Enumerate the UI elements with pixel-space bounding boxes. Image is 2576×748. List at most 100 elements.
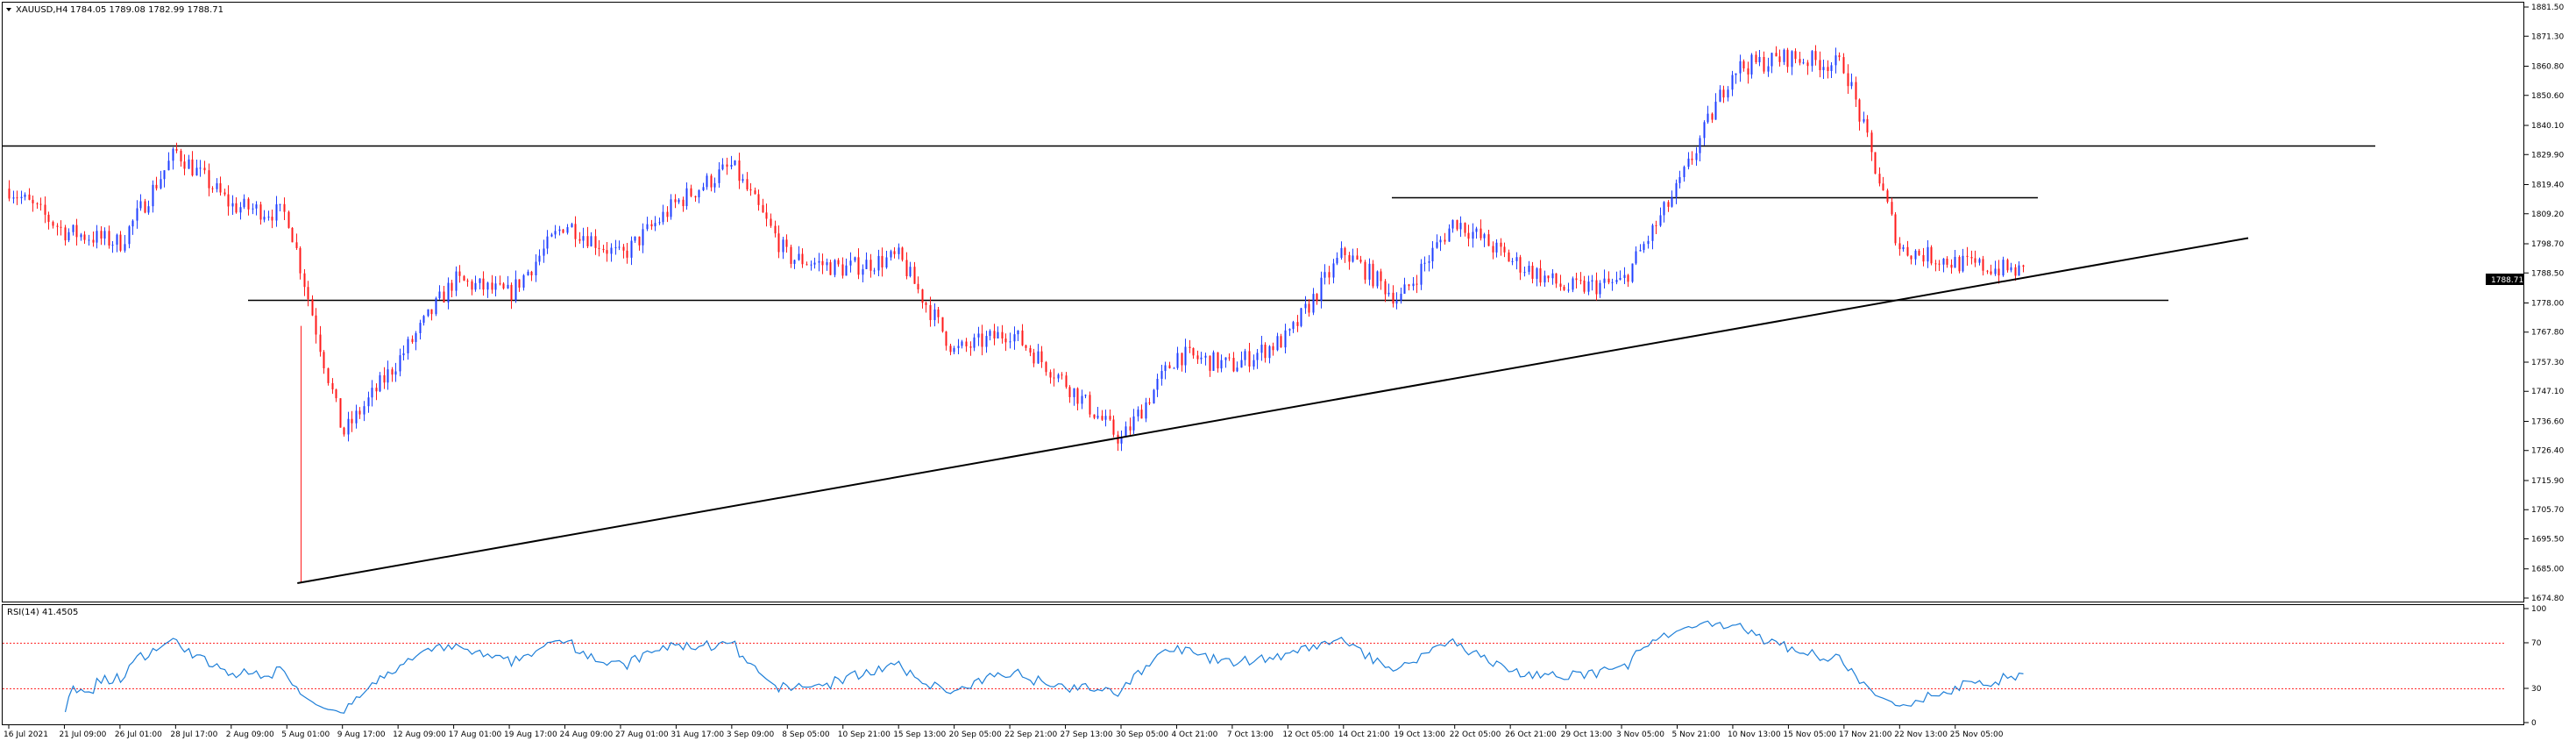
- candle-up: [1727, 89, 1729, 98]
- candle-up: [363, 406, 365, 415]
- candle-up: [1145, 402, 1147, 419]
- candle-down: [1004, 338, 1007, 343]
- candle-down: [1364, 261, 1366, 280]
- candle-down: [64, 227, 67, 241]
- candle-up: [1260, 345, 1263, 353]
- candle-down: [315, 315, 317, 335]
- time-tick-label: 27 Aug 01:00: [615, 730, 669, 739]
- candle-down: [1356, 255, 1359, 260]
- candle-up: [642, 229, 644, 246]
- candle-up: [239, 207, 242, 213]
- candle-up: [1073, 388, 1075, 397]
- candle-down: [1950, 264, 1953, 268]
- trendline-layer[interactable]: [297, 237, 2249, 585]
- candle-up: [685, 188, 688, 207]
- candle-down: [295, 242, 298, 248]
- candle-up: [977, 333, 980, 338]
- candle-up: [1439, 239, 1442, 243]
- candle-up: [1643, 244, 1645, 251]
- ascending-trendline[interactable]: [297, 237, 2249, 585]
- candle-up: [1451, 219, 1454, 229]
- candle-up: [1376, 271, 1379, 287]
- candle-down: [351, 418, 353, 424]
- candle-up: [415, 332, 417, 343]
- candle-down: [905, 260, 908, 277]
- candle-down: [1559, 283, 1562, 288]
- candle-down: [247, 198, 250, 210]
- rsi-tick-label: 30: [2531, 685, 2542, 694]
- candle-down: [303, 273, 306, 288]
- candle-up: [1017, 330, 1019, 335]
- candle-up: [522, 274, 525, 289]
- time-tick-label: 4 Oct 21:00: [1171, 730, 1217, 739]
- candle-up: [1528, 266, 1530, 273]
- candle-up: [1132, 416, 1135, 431]
- candle-up: [1511, 260, 1514, 262]
- horizontal-levels[interactable]: [3, 145, 2375, 302]
- candle-down: [1711, 113, 1714, 120]
- candle-up: [985, 336, 988, 347]
- candle-down: [626, 250, 628, 258]
- price-tick-label: 1715.90: [2531, 477, 2564, 486]
- candle-down: [92, 239, 95, 243]
- current-price-label: 1788.71: [2491, 276, 2523, 285]
- candle-down: [638, 236, 641, 246]
- candle-down: [52, 222, 54, 226]
- candle-up: [1483, 234, 1486, 239]
- candle-up: [1292, 322, 1295, 330]
- candle-up: [199, 167, 202, 169]
- candle-down: [710, 175, 713, 188]
- candle-down: [829, 262, 832, 275]
- candle-up: [139, 201, 142, 209]
- time-tick-label: 22 Oct 05:00: [1450, 730, 1501, 739]
- candle-up: [1340, 247, 1343, 258]
- candle-down: [1065, 375, 1068, 388]
- price-tick-label: 1850.60: [2531, 92, 2564, 101]
- candle-down: [1487, 234, 1490, 246]
- price-tick-label: 1685.00: [2531, 566, 2564, 574]
- time-tick-label: 19 Oct 13:00: [1394, 730, 1445, 739]
- candle-up: [255, 204, 258, 209]
- candle-down: [1033, 353, 1035, 364]
- candle-down: [191, 159, 194, 176]
- candle-up: [1176, 353, 1179, 368]
- candle-up: [1771, 53, 1773, 67]
- candle-up: [407, 338, 409, 353]
- candle-down: [1464, 223, 1466, 233]
- candle-up: [810, 264, 813, 266]
- candle-up: [1822, 67, 1825, 71]
- candle-down: [28, 194, 31, 200]
- dropdown-arrow-icon[interactable]: [6, 8, 11, 11]
- candle-down: [1855, 82, 1857, 100]
- candle-down: [227, 194, 230, 207]
- candle-down: [307, 287, 309, 300]
- candle-up: [1156, 379, 1159, 390]
- candle-down: [323, 352, 325, 369]
- candle-up: [1153, 389, 1155, 404]
- candle-up: [1719, 89, 1721, 102]
- candle-up: [742, 179, 744, 182]
- candle-up: [1236, 367, 1238, 372]
- candle-up: [713, 182, 716, 188]
- candle-down: [726, 164, 728, 167]
- candle-down: [1280, 336, 1282, 348]
- candle-up: [1081, 395, 1083, 404]
- candle-up: [826, 262, 828, 266]
- candle-down: [8, 189, 11, 199]
- candle-down: [1691, 158, 1693, 160]
- candle-up: [670, 199, 672, 217]
- symbol-label: XAUUSD,H4: [16, 5, 67, 15]
- candle-up: [1758, 56, 1761, 63]
- candle-down: [1838, 55, 1841, 58]
- candle-up: [865, 260, 868, 269]
- candle-down: [1408, 284, 1410, 287]
- candle-down: [602, 248, 605, 251]
- price-tick-label: 1705.70: [2531, 506, 2564, 515]
- candle-down: [1196, 355, 1199, 360]
- candle-up: [435, 298, 437, 315]
- candle-down: [1583, 280, 1586, 292]
- candle-up: [1137, 410, 1139, 417]
- candle-down: [1209, 355, 1211, 371]
- candle-down: [259, 204, 262, 220]
